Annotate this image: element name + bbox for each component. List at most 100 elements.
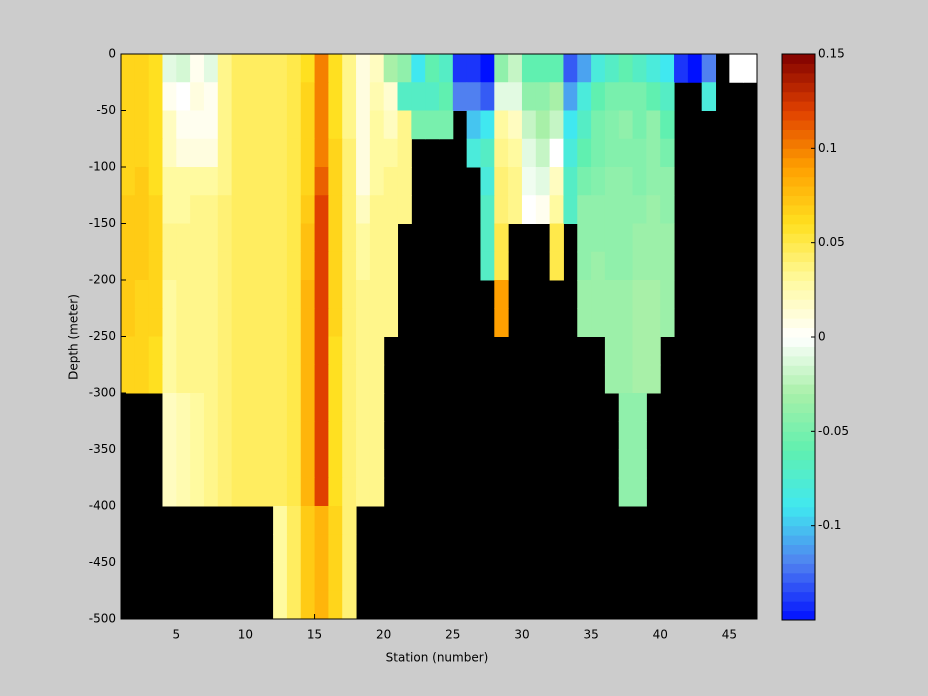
heat-cell <box>231 223 246 253</box>
heat-cell <box>300 449 316 479</box>
x-tick-label: 5 <box>172 628 180 642</box>
heat-cell <box>494 308 509 337</box>
heat-cell <box>439 54 454 83</box>
heat-cell <box>425 110 440 140</box>
heat-cell <box>259 421 274 450</box>
colorbar-band <box>782 582 815 593</box>
heat-cell <box>494 195 509 224</box>
heat-cell <box>383 251 399 281</box>
heat-cell <box>300 393 316 422</box>
heat-cell <box>314 223 329 253</box>
heat-cell <box>618 167 634 196</box>
heat-cell <box>508 110 523 140</box>
heat-cell <box>273 308 288 337</box>
heat-cell <box>300 251 316 281</box>
heat-cell <box>618 308 634 337</box>
heat-cell <box>328 138 343 168</box>
heat-cell <box>286 506 302 535</box>
heat-cell <box>452 82 468 111</box>
heat-cell <box>314 280 329 309</box>
heat-cell <box>356 393 371 422</box>
heat-cell <box>121 280 136 309</box>
heat-cell <box>632 82 647 111</box>
heat-cell <box>342 336 357 366</box>
heat-cell <box>273 110 288 140</box>
heat-cell <box>618 54 634 83</box>
heat-cell <box>342 364 357 394</box>
heat-cell <box>273 167 288 196</box>
heat-cell <box>356 223 371 253</box>
heat-cell <box>480 251 495 281</box>
heat-cell <box>342 477 357 507</box>
colorbar-band <box>782 374 815 385</box>
heat-cell <box>535 167 551 196</box>
heat-cell <box>632 251 647 281</box>
heat-cell <box>162 393 177 422</box>
heat-cell <box>604 110 620 140</box>
heat-cell <box>425 82 440 111</box>
colorbar-band <box>782 195 815 206</box>
heat-cell <box>591 195 606 224</box>
heat-cell <box>217 449 233 479</box>
heat-cell <box>632 195 647 224</box>
heat-cell <box>342 590 357 620</box>
heat-cell <box>217 251 233 281</box>
colorbar-band <box>782 337 815 347</box>
heat-cell <box>466 138 481 168</box>
heat-cell <box>273 195 288 224</box>
heat-cell <box>259 110 274 140</box>
heat-cell <box>148 280 163 309</box>
heat-cell <box>314 138 329 168</box>
heat-cell <box>328 393 343 422</box>
heat-cell <box>521 138 537 168</box>
heat-cell <box>134 138 150 168</box>
heat-cell <box>314 506 329 535</box>
heat-cell <box>383 195 399 224</box>
heat-cell <box>591 82 606 111</box>
heat-cell <box>245 223 260 253</box>
heat-cell <box>356 336 371 366</box>
heat-cell <box>591 138 606 168</box>
heat-cell <box>245 110 260 140</box>
heat-cell <box>314 110 329 140</box>
heat-cell <box>480 82 495 111</box>
colorbar-band <box>782 469 815 479</box>
heat-cell <box>203 421 219 450</box>
heat-cell <box>604 82 620 111</box>
heat-cell <box>646 251 661 281</box>
heat-cell <box>411 110 426 140</box>
colorbar-band <box>782 487 815 498</box>
heat-cell <box>618 336 634 366</box>
heat-cell <box>369 449 385 479</box>
heat-cell <box>314 82 329 111</box>
colorbar-band <box>782 82 815 93</box>
heat-cell <box>190 393 205 422</box>
heat-cell <box>577 138 592 168</box>
colorbar-band <box>782 506 815 517</box>
heat-cell <box>674 54 689 83</box>
heat-cell <box>203 336 219 366</box>
colorbar-band <box>782 233 815 244</box>
heat-cell <box>356 477 371 507</box>
heat-cell <box>356 421 371 450</box>
heat-cell <box>203 82 219 111</box>
heat-cell <box>134 308 150 337</box>
heat-cell <box>494 54 509 83</box>
heat-cell <box>342 280 357 309</box>
heat-cell <box>618 393 634 422</box>
heat-cell <box>632 421 647 450</box>
colorbar-band <box>782 431 815 442</box>
heat-cell <box>245 336 260 366</box>
heat-cell <box>314 364 329 394</box>
heat-cell <box>632 54 647 83</box>
heat-cell <box>203 223 219 253</box>
heat-cell <box>591 110 606 140</box>
heat-cell <box>162 82 177 111</box>
heat-cell <box>646 167 661 196</box>
heat-cell <box>190 223 205 253</box>
heat-cell <box>300 336 316 366</box>
heat-cell <box>300 280 316 309</box>
heat-cell <box>217 167 233 196</box>
heat-cell <box>217 308 233 337</box>
